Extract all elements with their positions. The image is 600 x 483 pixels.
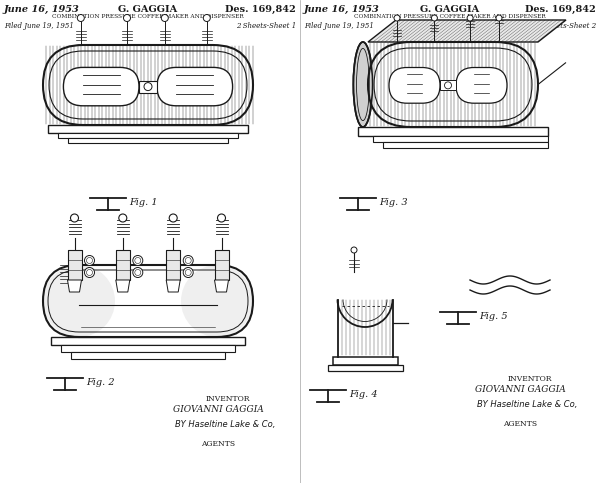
Bar [373,136,548,142]
Text: Filed June 19, 1951: Filed June 19, 1951 [304,22,374,30]
Text: BY Haseltine Lake & Co,: BY Haseltine Lake & Co, [175,420,275,429]
Text: INVENTOR: INVENTOR [206,395,250,403]
Circle shape [161,14,168,22]
FancyBboxPatch shape [389,68,440,103]
Bar [337,299,392,357]
FancyBboxPatch shape [368,42,538,127]
Bar [215,250,229,280]
Bar [58,133,238,138]
Text: June 16, 1953: June 16, 1953 [4,5,80,14]
Polygon shape [368,20,566,42]
Circle shape [85,256,95,266]
FancyBboxPatch shape [43,265,253,337]
Circle shape [394,15,400,21]
Circle shape [144,83,152,91]
Circle shape [133,256,143,266]
Circle shape [71,214,79,222]
Text: COMBINATION PRESSURE COFFEE MAKER AND DISPENSER: COMBINATION PRESSURE COFFEE MAKER AND DI… [52,14,244,19]
Bar [61,345,235,352]
Polygon shape [67,280,82,292]
Text: GIOVANNI GAGGIA: GIOVANNI GAGGIA [173,405,263,414]
Text: COMBINATION PRESSURE COFFEE MAKER AND DISPENSER: COMBINATION PRESSURE COFFEE MAKER AND DI… [354,14,546,19]
Text: INVENTOR: INVENTOR [508,375,552,383]
Circle shape [169,214,177,222]
FancyBboxPatch shape [64,68,139,106]
Circle shape [467,15,473,21]
Circle shape [496,15,502,21]
Text: Fig. 5: Fig. 5 [479,313,508,321]
Circle shape [133,268,143,278]
Text: June 16, 1953: June 16, 1953 [304,5,380,14]
Polygon shape [538,62,566,85]
Circle shape [85,268,95,278]
Bar [48,125,248,133]
Ellipse shape [353,42,373,127]
Bar [383,142,548,148]
Text: Fig. 2: Fig. 2 [86,378,115,387]
FancyBboxPatch shape [43,45,253,125]
Text: Des. 169,842: Des. 169,842 [225,5,296,14]
Circle shape [77,14,84,22]
Bar [440,80,456,90]
Text: Des. 169,842: Des. 169,842 [525,5,596,14]
Text: AGENTS: AGENTS [201,440,235,448]
Text: BY Haseltine Lake & Co,: BY Haseltine Lake & Co, [477,400,577,409]
Circle shape [431,15,437,21]
Bar [68,138,228,143]
Bar [328,365,403,371]
Bar [332,357,398,365]
Bar [166,250,180,280]
Circle shape [203,14,211,22]
Bar [116,250,130,280]
Circle shape [183,256,193,266]
Text: Fig. 3: Fig. 3 [379,199,407,207]
Text: 2 Sheets-Sheet 1: 2 Sheets-Sheet 1 [236,22,296,30]
Circle shape [119,214,127,222]
Text: Fig. 1: Fig. 1 [129,199,158,207]
Polygon shape [116,280,130,292]
Polygon shape [215,280,229,292]
Text: 2 Sheets-Sheet 2: 2 Sheets-Sheet 2 [536,22,596,30]
Circle shape [183,268,193,278]
Circle shape [445,82,452,89]
Text: Fig. 4: Fig. 4 [349,390,377,399]
Circle shape [218,214,226,222]
Text: G. GAGGIA: G. GAGGIA [118,5,178,14]
Polygon shape [166,280,180,292]
Text: G. GAGGIA: G. GAGGIA [421,5,479,14]
Ellipse shape [181,265,253,337]
Text: AGENTS: AGENTS [503,420,537,428]
Text: GIOVANNI GAGGIA: GIOVANNI GAGGIA [475,385,565,394]
Text: Filed June 19, 1951: Filed June 19, 1951 [4,22,74,30]
Bar [139,81,157,93]
Bar [51,337,245,345]
Circle shape [351,247,357,253]
Ellipse shape [43,265,115,337]
Bar [67,250,82,280]
FancyBboxPatch shape [157,68,233,106]
Bar [358,127,548,136]
FancyBboxPatch shape [456,68,507,103]
Bar [71,352,225,359]
Circle shape [124,14,131,22]
